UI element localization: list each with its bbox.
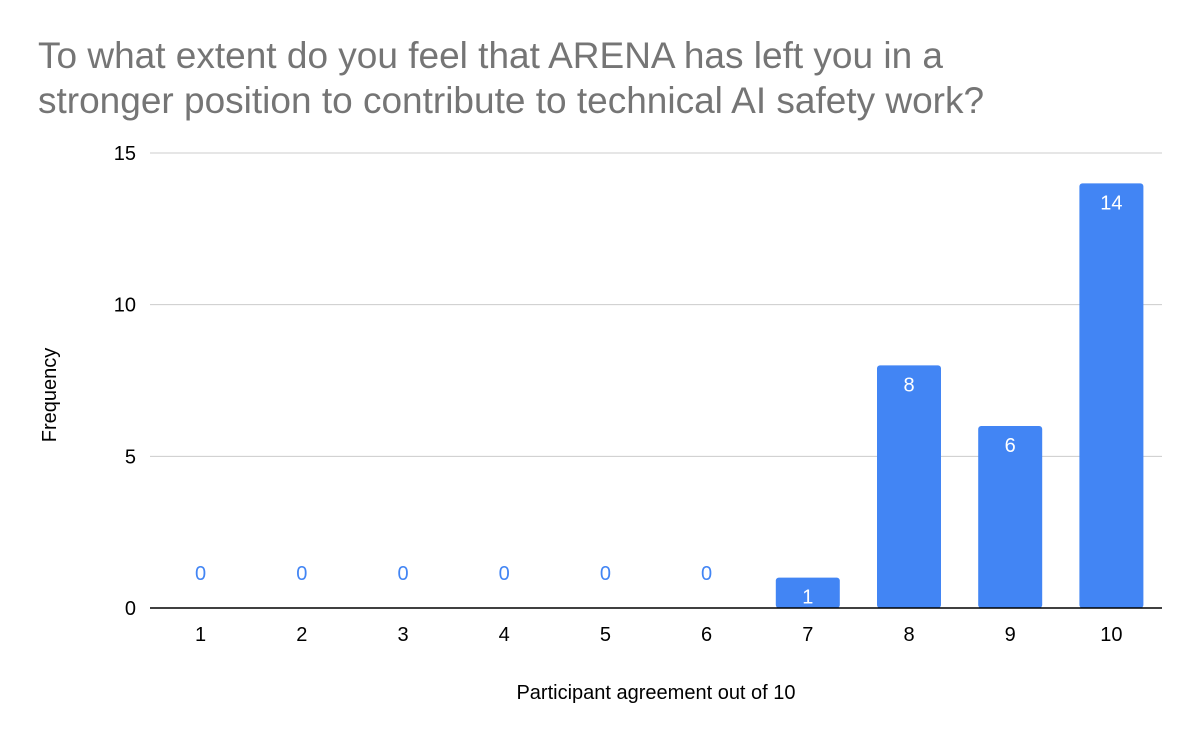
- data-label-9: 6: [1005, 435, 1016, 457]
- chart-title-line-1: To what extent do you feel that ARENA ha…: [38, 35, 943, 76]
- gridlines: [150, 152, 1162, 457]
- y-tick-label: 15: [114, 143, 136, 165]
- bars: [775, 183, 1144, 609]
- data-label-8: 8: [903, 374, 914, 396]
- data-label-1: 0: [195, 563, 206, 585]
- data-label-10: 14: [1100, 192, 1122, 214]
- x-tick-label: 8: [903, 624, 914, 646]
- x-tick-label: 7: [802, 624, 813, 646]
- x-tick-label: 2: [296, 624, 307, 646]
- data-label-7: 1: [802, 587, 813, 609]
- y-tick-label: 5: [125, 446, 136, 468]
- data-label-3: 0: [397, 563, 408, 585]
- bar-7: [775, 577, 840, 608]
- y-axis-ticks: 0 5 10 15: [114, 143, 136, 620]
- data-label-5: 0: [600, 563, 611, 585]
- x-tick-label: 10: [1100, 624, 1122, 646]
- x-tick-label: 6: [701, 624, 712, 646]
- x-axis-label: Participant agreement out of 10: [516, 682, 795, 704]
- x-axis-ticks: 1 2 3 4 5 6 7 8 9 10: [195, 624, 1122, 646]
- x-tick-label: 5: [600, 624, 611, 646]
- y-tick-label: 10: [114, 295, 136, 317]
- x-tick-label: 1: [195, 624, 206, 646]
- y-tick-label: 0: [125, 598, 136, 620]
- x-tick-label: 3: [397, 624, 408, 646]
- bar-8: [877, 365, 941, 608]
- y-axis-label: Frequency: [39, 348, 61, 443]
- data-label-2: 0: [296, 563, 307, 585]
- bar-9: [978, 426, 1043, 608]
- data-labels: 0 0 0 0 0 0 1 8 6 14: [195, 192, 1122, 608]
- x-tick-label: 9: [1005, 624, 1016, 646]
- bar-10: [1079, 183, 1144, 609]
- data-label-6: 0: [701, 563, 712, 585]
- chart-title-line-2: stronger position to contribute to techn…: [38, 80, 984, 121]
- x-tick-label: 4: [499, 624, 510, 646]
- data-label-4: 0: [499, 563, 510, 585]
